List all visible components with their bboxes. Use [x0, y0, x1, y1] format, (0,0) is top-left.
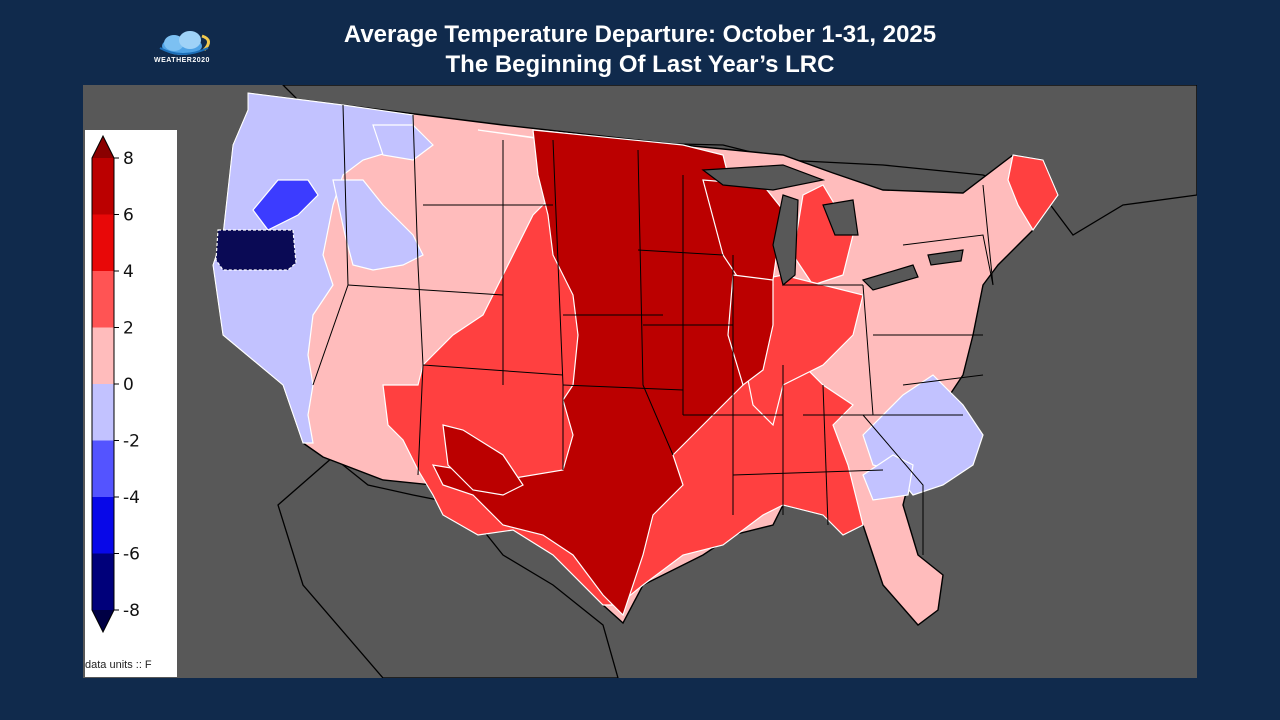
us-map-svg: [212, 85, 1197, 678]
region-new-mexico-hot: [442, 424, 524, 496]
region-illinois-hot: [727, 274, 774, 386]
region-georgia-cool: [862, 454, 914, 501]
colorbar-band: [92, 440, 114, 497]
title-line-1: Average Temperature Departure: October 1…: [343, 21, 937, 48]
colorbar-tick-label: -4: [123, 488, 140, 508]
colorbar-band: [92, 158, 114, 215]
state-borders: [312, 104, 994, 555]
region-idaho-cool: [332, 179, 424, 271]
colorbar-svg: 8 6 4 2 0 -2 -4 -6 -8: [91, 134, 140, 634]
colorbar-band: [92, 384, 114, 441]
temperature-map: [83, 85, 1197, 678]
colorbar-max-extend: [92, 136, 114, 158]
colorbar-band: [92, 214, 114, 271]
colorbar-tick-label: 8: [123, 149, 134, 169]
mexico-region: [277, 456, 619, 678]
units-label: data units :: F: [85, 659, 152, 671]
cloud-logo-icon: [159, 31, 210, 55]
colorbar-tick-label: 4: [123, 262, 134, 282]
region-maine-warm: [1007, 154, 1059, 232]
colorbar-band: [92, 327, 114, 384]
colorbar-min-extend: [92, 610, 114, 632]
colorbar-tick-label: -8: [123, 601, 140, 621]
colorbar-tick-label: 2: [123, 319, 134, 339]
region-oregon-coldest: [215, 229, 297, 271]
title-line-2: The Beginning Of Last Year’s LRC: [445, 51, 835, 78]
colorbar-tick-label: 0: [123, 375, 134, 395]
colorbar-tick-label: -2: [123, 432, 140, 452]
colorbar-band: [92, 497, 114, 554]
colorbar-tick-label: -6: [123, 545, 140, 565]
colorbar-band: [92, 553, 114, 610]
great-lakes: [701, 164, 964, 291]
colorbar-tick-label: 6: [123, 206, 134, 226]
colorbar-band: [92, 271, 114, 328]
region-mt-cool: [372, 124, 434, 161]
colorbar-legend: 8 6 4 2 0 -2 -4 -6 -8: [85, 130, 177, 677]
logo-text: WEATHER2020: [154, 57, 210, 64]
